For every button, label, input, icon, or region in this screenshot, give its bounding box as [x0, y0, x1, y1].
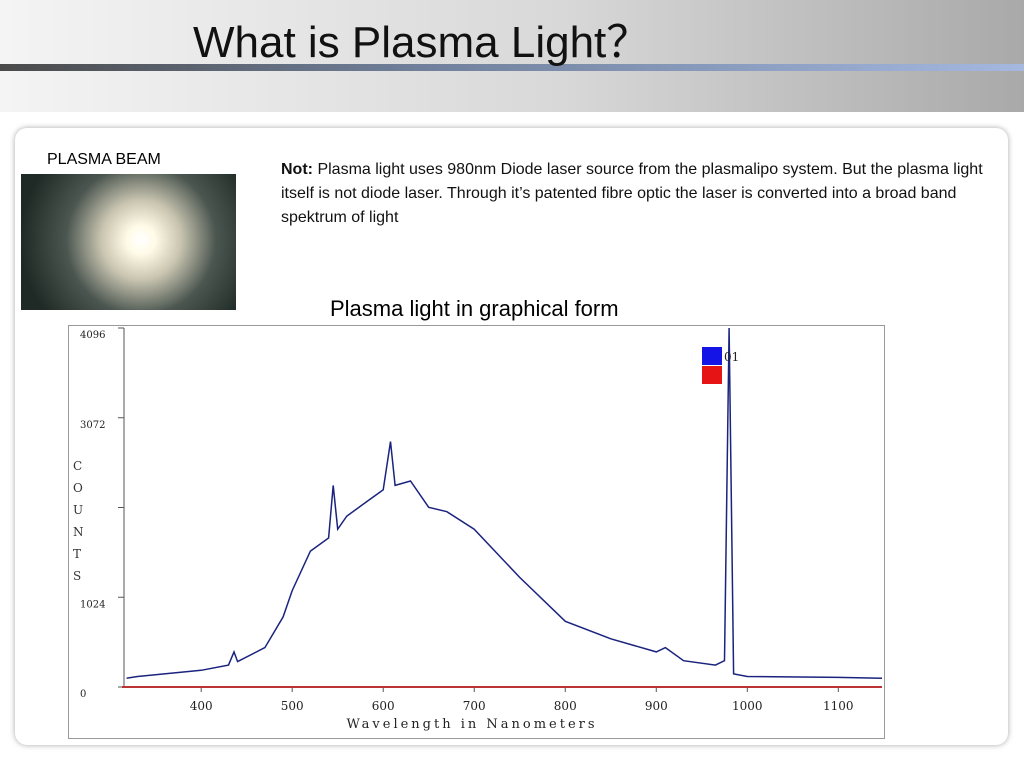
x-tick-label: 500: [281, 699, 304, 713]
y-axis-label: COUNTS: [73, 459, 84, 583]
slide-title: What is Plasma Light？: [193, 18, 651, 67]
x-tick-label: 1000: [732, 699, 763, 713]
spectrum-line: [126, 327, 883, 679]
x-tick-label: 700: [463, 699, 486, 713]
legend-swatch-red: [702, 366, 722, 384]
x-tick-label: 400: [190, 699, 213, 713]
header-rule: [0, 64, 1024, 71]
x-axis-label: Wavelength in Nanometers: [346, 717, 597, 732]
note: Not: Plasma light uses 980nm Diode laser…: [281, 158, 991, 230]
header: What is Plasma Light？: [0, 0, 1024, 112]
x-tick-label: 900: [645, 699, 668, 713]
photo-label: PLASMA BEAM: [47, 151, 161, 168]
plasma-photo: [21, 174, 236, 310]
graph-caption: Plasma light in graphical form: [330, 296, 619, 321]
y-tick-label: 3072: [80, 420, 105, 431]
y-tick-label: 1024: [80, 599, 105, 610]
x-tick-label: 800: [554, 699, 577, 713]
y-tick-label: 0: [80, 689, 86, 700]
x-tick-label: 600: [372, 699, 395, 713]
note-lead: Not:: [281, 161, 313, 178]
note-text: Plasma light uses 980nm Diode laser sour…: [281, 161, 983, 226]
x-tick-label: 1100: [823, 699, 854, 713]
legend-label: 01: [724, 350, 739, 364]
y-tick-label: 4096: [80, 330, 105, 341]
legend-swatch: [702, 347, 722, 365]
